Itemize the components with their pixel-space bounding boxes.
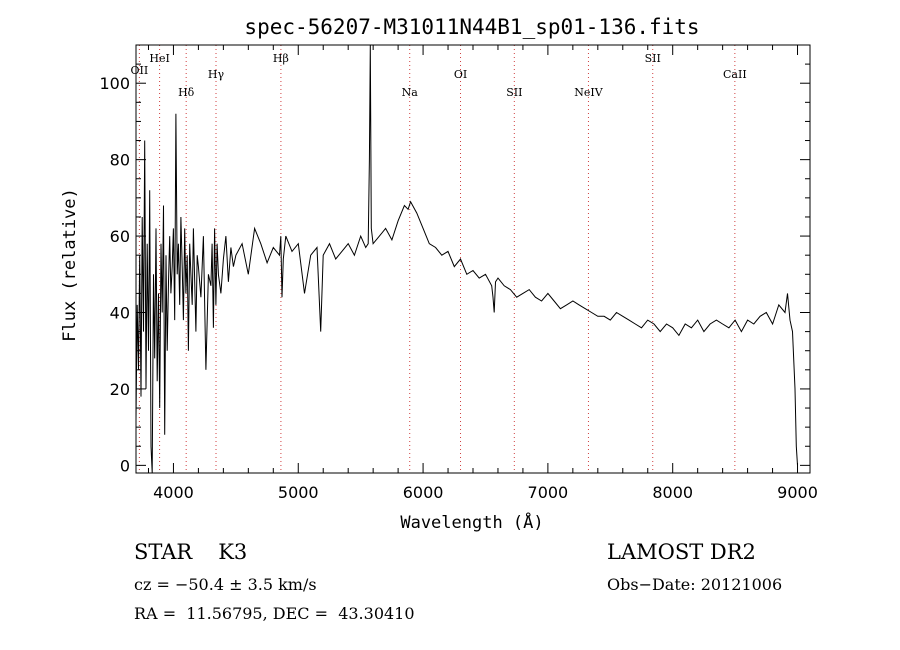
line-label-0: OII [131, 64, 149, 77]
object-classification: STAR K3 [134, 540, 247, 564]
observation-date: Obs−Date: 20121006 [607, 575, 783, 594]
y-tick-label-0: 0 [120, 456, 130, 475]
survey-name: LAMOST DR2 [607, 540, 756, 564]
line-label-6: OI [454, 68, 467, 81]
line-label-8: NeIV [574, 86, 603, 99]
plot-frame [135, 44, 811, 474]
x-axis-label: Wavelength (Å) [400, 511, 543, 533]
spectrum-line [135, 44, 798, 474]
x-tick-label-4: 8000 [652, 483, 693, 502]
y-tick-label-3: 60 [110, 227, 130, 246]
object-class: STAR [134, 540, 193, 564]
line-label-3: Hγ [208, 68, 225, 81]
axes: 4000 5000 6000 7000 8000 9000 0 20 40 60 80 100 [99, 45, 818, 502]
line-label-7: SII [506, 86, 522, 99]
y-axis-label: Flux (relative) [60, 188, 80, 342]
line-label-4: Hβ [273, 52, 289, 65]
radial-velocity: cz = −50.4 ± 3.5 km/s [134, 575, 317, 594]
x-tick-label-0: 4000 [153, 483, 194, 502]
x-tick-label-2: 6000 [403, 483, 444, 502]
line-label-9: SII [645, 52, 661, 65]
line-label-10: CaII [723, 68, 747, 81]
x-tick-label-1: 5000 [278, 483, 319, 502]
y-tick-label-5: 100 [99, 74, 130, 93]
line-label-2: Hδ [178, 86, 195, 99]
y-tick-label-2: 40 [110, 304, 130, 323]
chart-title: spec-56207-M31011N44B1_sp01-136.fits [244, 15, 699, 39]
y-tick-label-1: 20 [110, 380, 130, 399]
x-tick-label-5: 9000 [777, 483, 818, 502]
y-tick-label-4: 80 [110, 151, 130, 170]
line-label-1: HeI [149, 52, 169, 65]
x-tick-label-3: 7000 [528, 483, 569, 502]
object-subclass: K3 [218, 540, 248, 564]
coordinates: RA = 11.56795, DEC = 43.30410 [134, 604, 415, 623]
line-label-5: Na [402, 86, 419, 99]
